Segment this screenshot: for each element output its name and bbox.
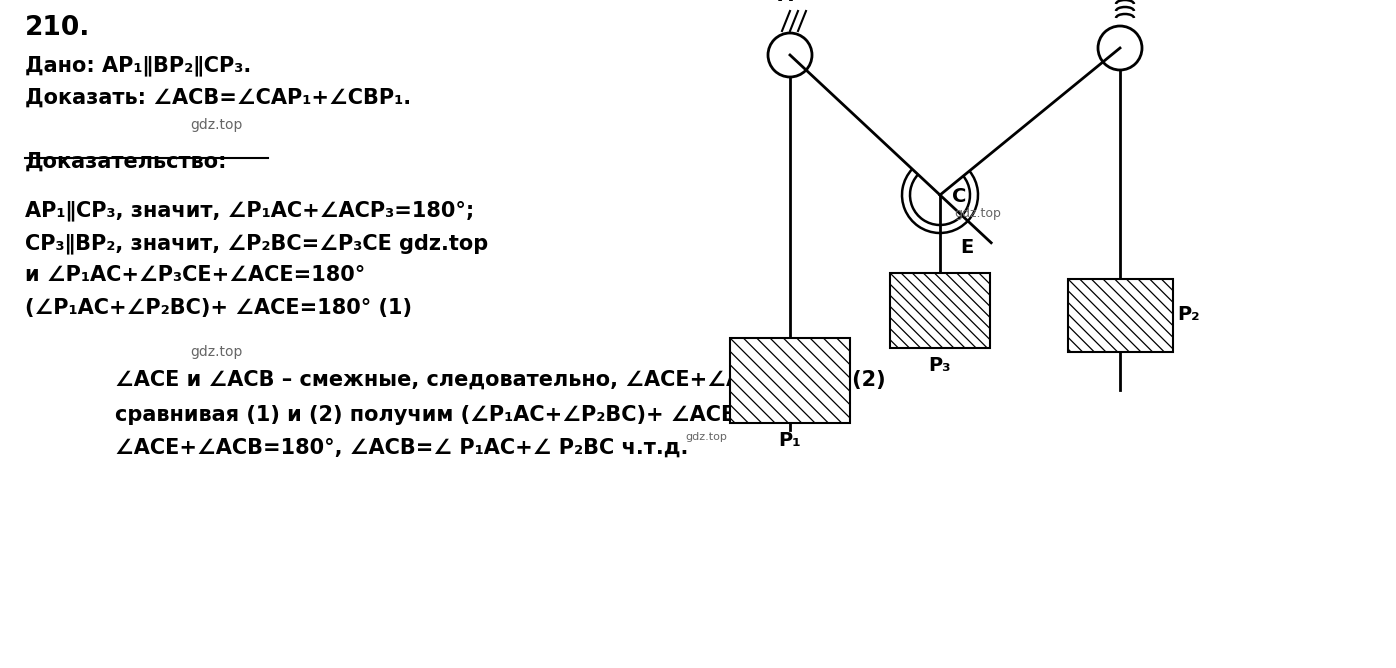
Text: ∠ACE+∠ACB=180°, ∠ACB=∠ P₁AC+∠ P₂BC ч.т.д.: ∠ACE+∠ACB=180°, ∠ACB=∠ P₁AC+∠ P₂BC ч.т.д… xyxy=(114,438,688,458)
Text: ∠ACE и ∠ACB – смежные, следовательно, ∠ACE+∠ACB=180° (2): ∠ACE и ∠ACB – смежные, следовательно, ∠A… xyxy=(114,370,885,390)
Text: P₁: P₁ xyxy=(779,431,801,450)
Text: сравнивая (1) и (2) получим (∠P₁AC+∠P₂BC)+ ∠ACE=180°,: сравнивая (1) и (2) получим (∠P₁AC+∠P₂BC… xyxy=(114,405,815,425)
Text: Доказать: ∠ACB=∠CAP₁+∠CBP₁.: Доказать: ∠ACB=∠CAP₁+∠CBP₁. xyxy=(25,88,412,108)
Bar xyxy=(1068,279,1173,352)
Text: B: B xyxy=(1138,0,1153,1)
Text: CP₃∥BP₂, значит, ∠P₂BC=∠P₃CE gdz.top: CP₃∥BP₂, значит, ∠P₂BC=∠P₃CE gdz.top xyxy=(25,233,489,254)
Text: gdz.top: gdz.top xyxy=(190,345,243,359)
Text: 210.: 210. xyxy=(25,15,91,41)
Text: P₃: P₃ xyxy=(928,356,951,375)
Bar xyxy=(730,338,850,423)
Text: и ∠P₁AC+∠P₃CE+∠ACE=180°: и ∠P₁AC+∠P₃CE+∠ACE=180° xyxy=(25,265,366,285)
Bar xyxy=(891,273,990,348)
Text: A: A xyxy=(778,0,793,5)
Text: gdz.top: gdz.top xyxy=(685,432,727,442)
Text: P₂: P₂ xyxy=(1177,305,1199,325)
Text: gdz.top: gdz.top xyxy=(953,207,1001,220)
Text: Доказательство:: Доказательство: xyxy=(25,152,228,172)
Text: gdz.top: gdz.top xyxy=(190,118,243,132)
Text: Дано: AP₁∥BP₂∥CP₃.: Дано: AP₁∥BP₂∥CP₃. xyxy=(25,55,251,75)
Text: E: E xyxy=(960,238,973,257)
Text: (∠P₁AC+∠P₂BC)+ ∠ACE=180° (1): (∠P₁AC+∠P₂BC)+ ∠ACE=180° (1) xyxy=(25,298,412,318)
Text: AP₁∥CP₃, значит, ∠P₁AC+∠ACP₃=180°;: AP₁∥CP₃, значит, ∠P₁AC+∠ACP₃=180°; xyxy=(25,200,475,220)
Text: C: C xyxy=(952,187,966,206)
